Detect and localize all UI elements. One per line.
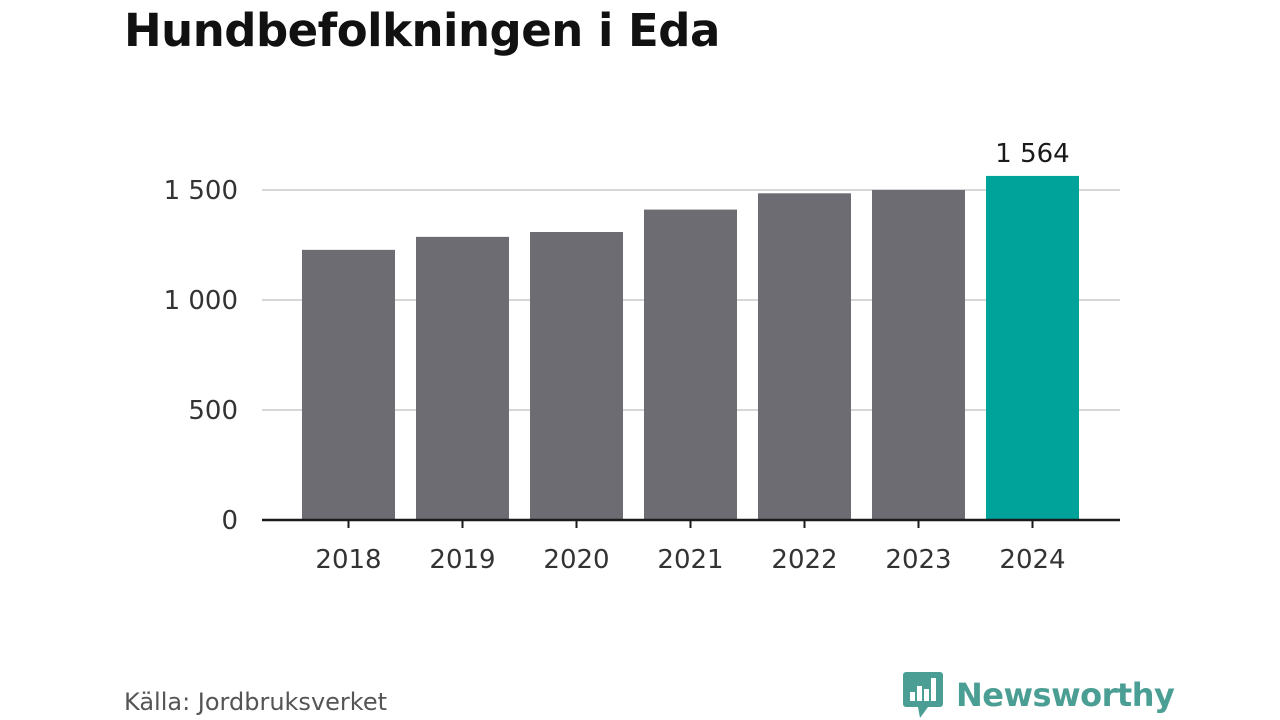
bar [530, 232, 623, 520]
newsworthy-logo-icon [903, 672, 943, 718]
y-tick-label: 1 000 [164, 286, 238, 316]
x-tick-label: 2020 [543, 545, 609, 575]
bar-chart: 0 500 1 000 1 500 2018 2019 2020 2021 2022 2023 20… [164, 139, 1120, 575]
x-tick-label: 2024 [999, 545, 1065, 575]
bar [416, 236, 509, 521]
y-tick-label: 500 [188, 396, 238, 426]
x-tick-label: 2021 [657, 545, 723, 575]
brand-name: Newsworthy [956, 676, 1175, 714]
y-tick-label: 0 [221, 506, 238, 536]
bar [872, 190, 965, 520]
bar [986, 175, 1079, 521]
x-tick-label: 2023 [885, 545, 951, 575]
chart-title: Hundbefolkningen i Eda [124, 4, 720, 57]
bar [302, 249, 395, 520]
x-tick-label: 2019 [429, 545, 495, 575]
brand-logo: Newsworthy [902, 670, 1175, 720]
x-tick-label: 2018 [315, 545, 381, 575]
bar [758, 193, 851, 521]
data-label: 1 564 [995, 139, 1069, 169]
source-note: Källa: Jordbruksverket [124, 688, 387, 716]
x-tick-label: 2022 [771, 545, 837, 575]
y-tick-label: 1 500 [164, 176, 238, 206]
bar [644, 209, 737, 520]
